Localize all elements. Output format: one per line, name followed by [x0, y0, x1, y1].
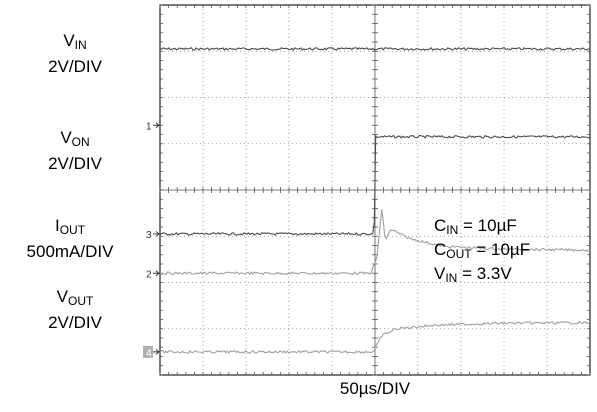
annotation-cin: CIN = 10µF	[434, 215, 517, 241]
annotation-cout-main: C	[434, 240, 447, 259]
channel-marker-3: 3	[146, 230, 152, 241]
x-axis-label: 50µs/DIV	[339, 379, 411, 398]
annotation-cin-sub: IN	[446, 223, 459, 237]
vout-label: VOUT 2V/DIV	[20, 286, 130, 333]
vin-label-sub: IN	[74, 38, 87, 52]
iout-scale: 500mA/DIV	[26, 242, 114, 261]
channel-marker-arrow	[153, 122, 160, 129]
annotation-vin-main: V	[434, 264, 446, 283]
annotation-cin-main: C	[434, 216, 447, 235]
channel-marker-2: 2	[146, 269, 152, 280]
annotation-vin-value: = 3.3V	[457, 264, 512, 283]
vout-scale: 2V/DIV	[48, 313, 102, 332]
von-label-main: V	[60, 128, 72, 147]
plot-traces	[159, 47, 591, 354]
channel-marker-arrow	[153, 349, 160, 355]
trace-channel-3	[159, 209, 591, 276]
trace-channel-1	[159, 47, 590, 51]
iout-label-sub: OUT	[59, 223, 86, 237]
iout-label-main: I	[54, 216, 60, 235]
annotation-vin: VIN = 3.3V	[434, 263, 512, 289]
vout-label-main: V	[56, 287, 68, 306]
von-label-sub: ON	[71, 135, 90, 149]
channel-marker-arrow	[153, 231, 160, 237]
annotation-cout-value: = 10µF	[471, 240, 531, 259]
annotation-cin-value: = 10µF	[458, 216, 517, 235]
channel-marker-1: 1	[146, 121, 152, 132]
von-label: VON 2V/DIV	[20, 127, 130, 174]
channel-marker-4: 4	[146, 348, 152, 359]
plot-grid	[159, 4, 591, 376]
vin-label: VIN 2V/DIV	[20, 30, 130, 77]
channel-marker-box	[143, 345, 153, 358]
channel-markers: 3 2 4 1	[143, 121, 160, 359]
channel-marker-arrow	[153, 270, 160, 277]
annotation-cout-sub: OUT	[446, 247, 472, 261]
vin-label-main: V	[63, 31, 75, 50]
iout-label: IOUT 500mA/DIV	[0, 215, 140, 262]
annotation-vin-sub: IN	[445, 271, 458, 285]
annotation-cout: COUT = 10µF	[434, 239, 530, 265]
vin-scale: 2V/DIV	[48, 57, 102, 76]
trace-channel-2	[159, 134, 591, 236]
vout-label-sub: OUT	[68, 294, 94, 308]
von-scale: 2V/DIV	[48, 154, 102, 173]
trace-channel-4	[159, 320, 591, 354]
